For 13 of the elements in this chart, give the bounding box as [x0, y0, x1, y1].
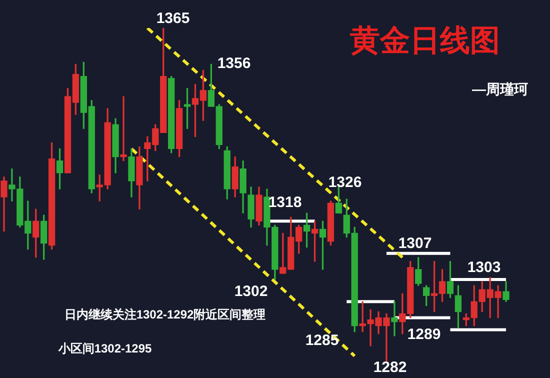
annotation: 1356 [217, 55, 251, 72]
text: —周瑾珂 [472, 80, 528, 97]
annotation: 1289 [407, 326, 441, 344]
annotation: 1303 [467, 259, 501, 276]
chart-title: 黄金日线图 [350, 24, 500, 58]
annotation: 1302 [234, 283, 268, 300]
annotation: 1307 [398, 235, 432, 252]
annotation: 小区间1302-1295 [57, 341, 152, 356]
annotation: 日内继续关注1302-1292附近区间整理 [64, 307, 266, 322]
annotation: 1282 [373, 359, 407, 376]
text: 1365 [156, 10, 190, 28]
annotation: 1285 [305, 332, 339, 350]
annotation: 1326 [328, 174, 362, 192]
